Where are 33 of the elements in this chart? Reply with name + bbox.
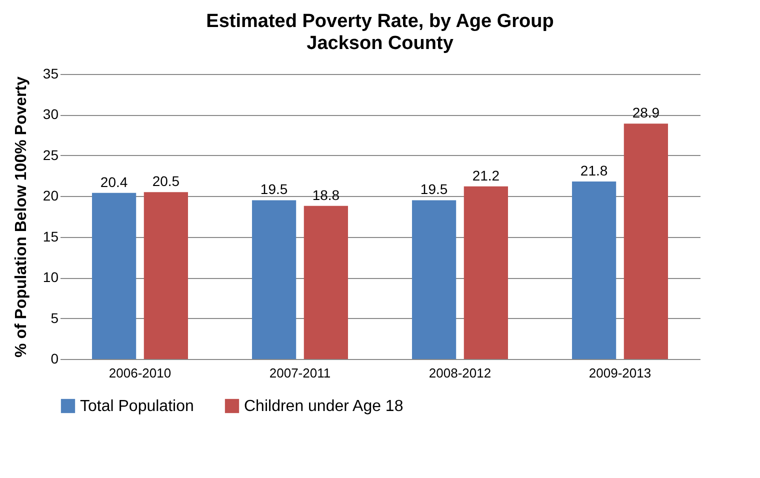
data-label: 18.8 <box>312 186 340 203</box>
bar <box>572 181 616 359</box>
y-tick-label: 20 <box>42 188 59 204</box>
y-axis-title: % of Population Below 100% Poverty <box>12 76 30 358</box>
bar <box>92 192 136 359</box>
y-tick-label: 30 <box>42 106 59 122</box>
data-label: 20.5 <box>152 173 180 190</box>
data-label: 21.8 <box>580 162 608 178</box>
y-tick-label: 25 <box>42 146 59 163</box>
data-label: 19.5 <box>420 181 448 198</box>
legend-label: Children under Age 18 <box>244 398 404 415</box>
y-tick-label: 35 <box>42 66 59 82</box>
bar <box>304 206 348 359</box>
data-label: 21.2 <box>472 167 500 184</box>
data-label: 28.9 <box>632 104 660 121</box>
bar <box>252 200 296 359</box>
bar <box>412 200 456 359</box>
bar <box>464 186 508 359</box>
y-tick-label: 10 <box>42 269 59 286</box>
y-tick-label: 0 <box>50 350 59 366</box>
bar <box>624 124 668 359</box>
x-tick-label: 2009-2013 <box>588 366 652 380</box>
data-label: 20.4 <box>100 174 128 190</box>
chart-subtitle: Jackson County <box>306 33 454 54</box>
data-label: 19.5 <box>260 181 288 198</box>
y-tick-label: 5 <box>50 310 59 326</box>
x-tick-label: 2006-2010 <box>108 366 172 380</box>
x-tick-label: 2007-2011 <box>269 366 331 380</box>
legend-label: Total Population <box>80 398 194 415</box>
chart-title: Estimated Poverty Rate, by Age Group <box>206 11 554 32</box>
bar <box>144 192 188 359</box>
x-tick-label: 2008-2012 <box>428 366 492 380</box>
y-tick-label: 15 <box>42 228 59 244</box>
